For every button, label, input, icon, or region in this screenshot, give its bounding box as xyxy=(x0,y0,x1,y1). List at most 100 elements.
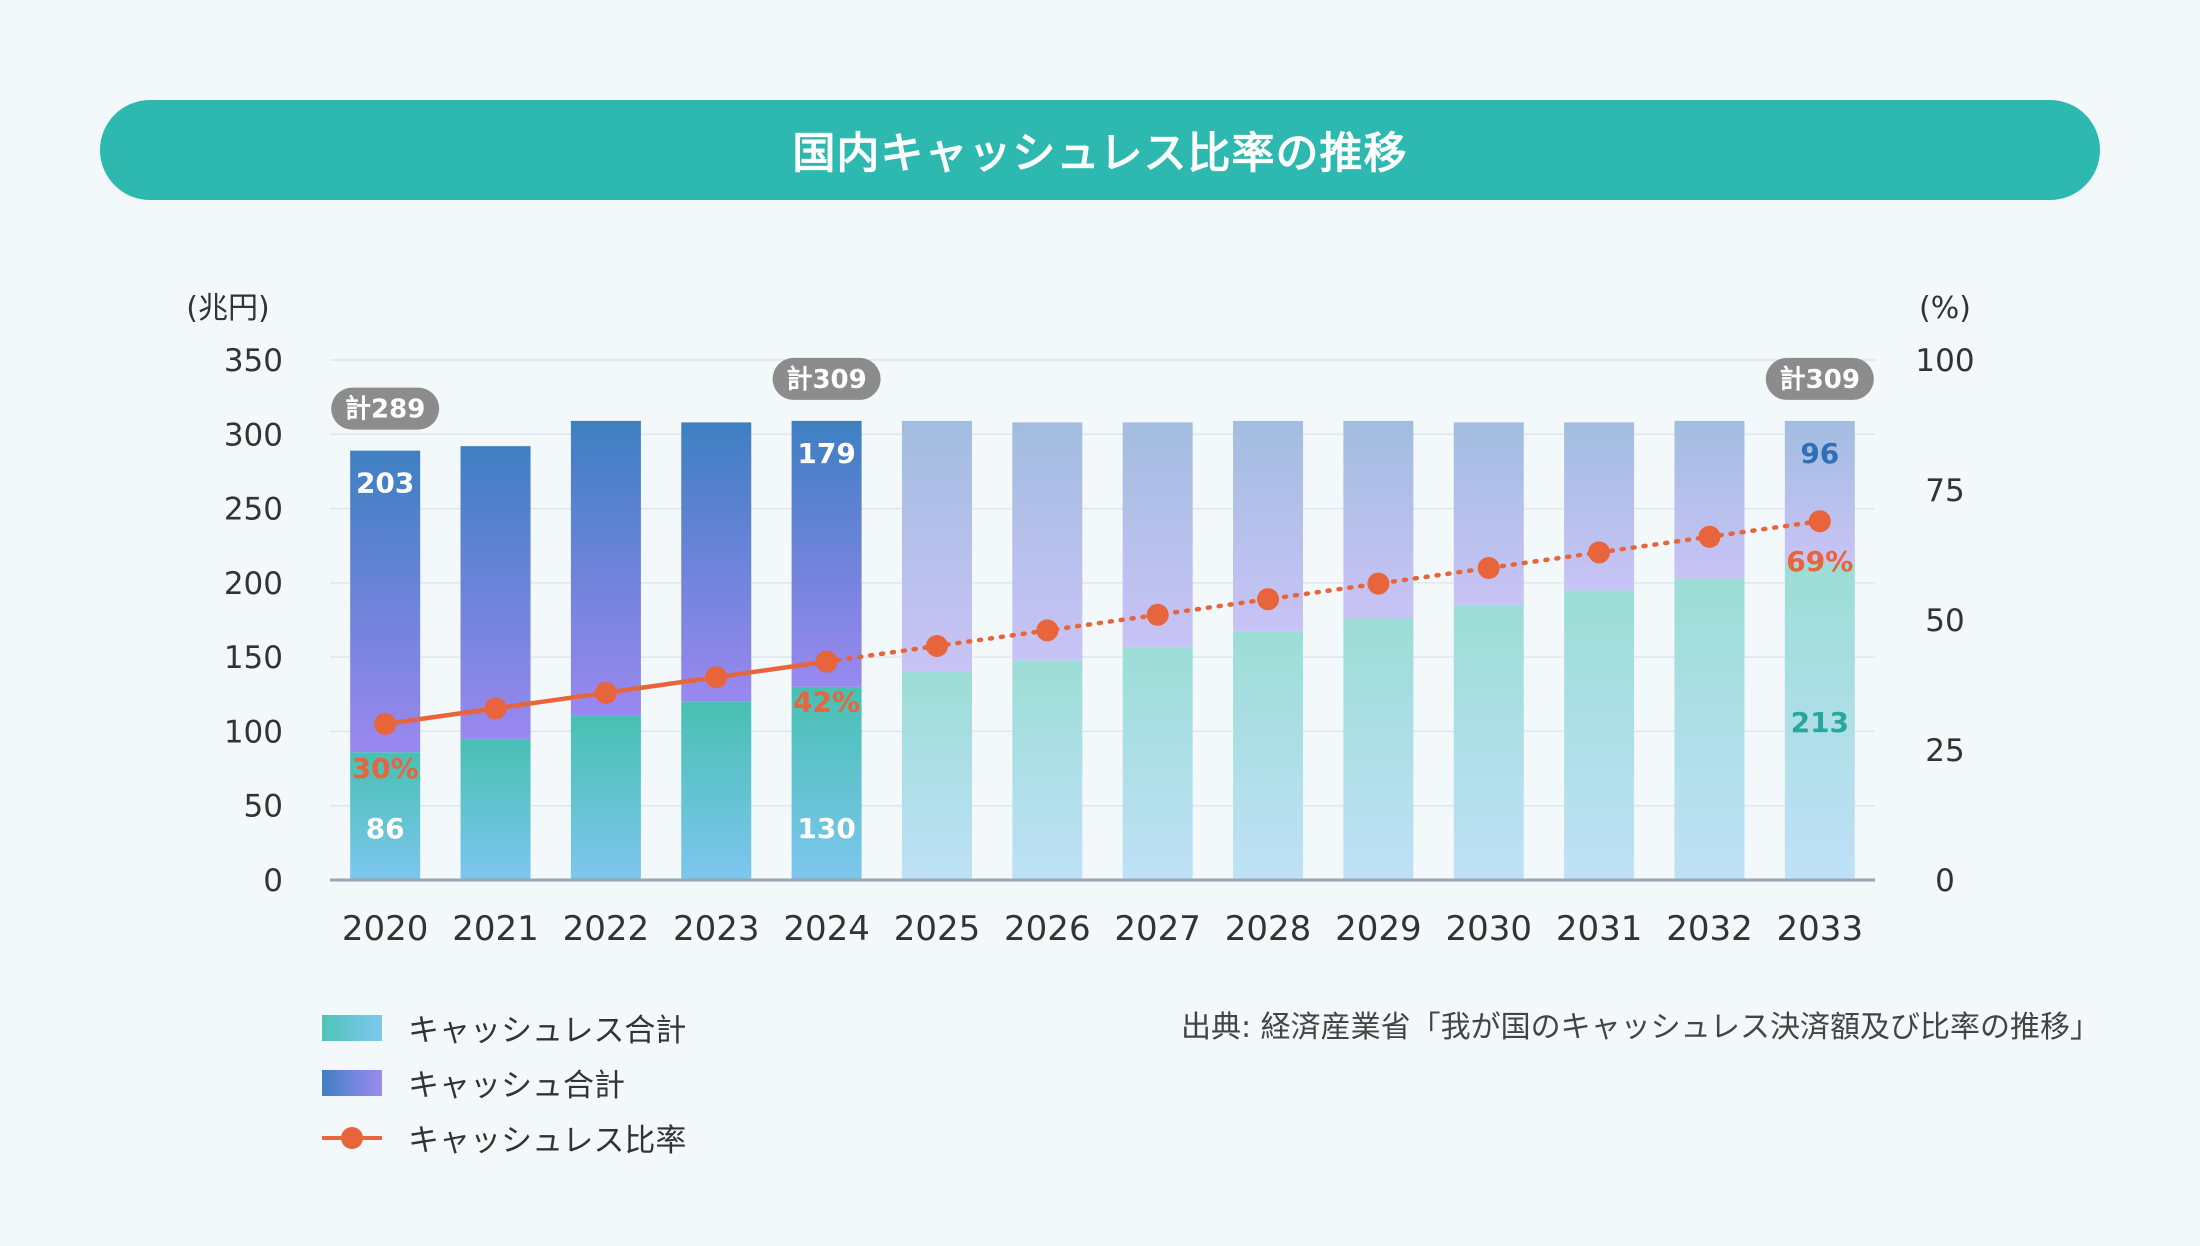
y-left-tick-label: 200 xyxy=(224,566,283,602)
bar-cash xyxy=(1564,422,1635,591)
ratio-point xyxy=(594,681,617,704)
bar-cashless xyxy=(1564,590,1635,880)
ratio-point xyxy=(484,697,507,720)
bar-cash xyxy=(1784,420,1855,564)
y-left-tick-label: 250 xyxy=(224,492,283,528)
ratio-point xyxy=(1257,588,1280,611)
bar-cashless xyxy=(1122,646,1193,880)
bar-cash xyxy=(791,420,862,687)
ratio-line-projection xyxy=(824,518,1823,664)
legend-label-cashless: キャッシュレス合計 xyxy=(408,1013,687,1049)
bar-cashless xyxy=(1453,605,1524,880)
ratio-point xyxy=(1588,541,1611,564)
y-left-tick-label: 350 xyxy=(224,343,283,379)
ratio-point xyxy=(1036,619,1059,642)
y-right-tick-label: 100 xyxy=(1915,343,1974,379)
data-label: 86 xyxy=(366,812,405,845)
y-left-tick-label: 50 xyxy=(244,789,283,825)
ratio-point xyxy=(1698,525,1721,548)
x-tick-label: 2022 xyxy=(563,909,650,949)
legend-item-cashless: キャッシュレス合計 xyxy=(322,1000,686,1055)
total-badge xyxy=(1765,357,1874,400)
ratio-point xyxy=(1808,510,1831,533)
x-tick-label: 2026 xyxy=(1004,909,1091,949)
chart-title: 国内キャッシュレス比率の推移 xyxy=(792,129,1408,179)
ratio-point xyxy=(1367,572,1390,595)
bar-cashless xyxy=(791,686,862,880)
legend-label-cash: キャッシュ合計 xyxy=(408,1068,625,1104)
x-tick-label: 2027 xyxy=(1114,909,1201,949)
total-badge xyxy=(331,387,440,430)
y-right-tick-label: 0 xyxy=(1935,863,1955,899)
data-label: 96 xyxy=(1800,437,1839,470)
y-left-tick-label: 0 xyxy=(263,863,283,899)
bar-cashless xyxy=(1674,578,1745,880)
bars xyxy=(350,420,1855,880)
ratio-point xyxy=(925,635,948,657)
bar-cashless xyxy=(1343,618,1414,880)
title-banner: 国内キャッシュレス比率の推移 xyxy=(100,100,2100,200)
data-label: 42% xyxy=(793,686,860,719)
legend-swatch-cash xyxy=(322,1069,382,1096)
legend: キャッシュレス合計 キャッシュ合計 キャッシュレス比率 xyxy=(322,1000,686,1165)
x-tick-label: 2033 xyxy=(1777,909,1864,949)
bar-cashless xyxy=(1012,660,1083,880)
y-right-unit: (%) xyxy=(1919,291,1971,326)
ratio-point xyxy=(1477,557,1500,579)
bar-cashless xyxy=(901,672,972,880)
x-tick-label: 2020 xyxy=(342,909,429,949)
x-tick-label: 2030 xyxy=(1445,909,1532,949)
x-tick-label: 2032 xyxy=(1666,909,1753,949)
grid xyxy=(330,359,1875,807)
data-label: 179 xyxy=(797,437,855,470)
bar-cashless xyxy=(460,738,531,880)
x-tick-label: 2025 xyxy=(894,909,981,949)
data-labels: 203 86 30% 179 130 42% 96 213 69% 計289 計309 計309 xyxy=(331,357,1874,845)
legend-swatch-ratio xyxy=(322,1125,382,1151)
x-tick-label: 2024 xyxy=(783,909,870,949)
total-badge xyxy=(772,357,881,400)
ratio-point xyxy=(705,666,728,689)
total-badge-label: 計309 xyxy=(1780,364,1860,395)
y-left-tick-label: 300 xyxy=(224,417,283,453)
data-label: 30% xyxy=(352,752,419,785)
legend-label-ratio: キャッシュレス比率 xyxy=(408,1123,687,1159)
x-tick-label: 2021 xyxy=(452,909,539,949)
y-right-tick-label: 75 xyxy=(1925,473,1964,509)
y-left-tick-label: 100 xyxy=(224,714,283,750)
data-label: 69% xyxy=(1786,545,1853,578)
source-note: 出典: 経済産業省「我が国のキャッシュレス決済額及び比率の推移」 xyxy=(1180,1010,2100,1045)
data-label: 130 xyxy=(797,812,855,845)
x-tick-label: 2031 xyxy=(1556,909,1643,949)
x-tick-label: 2028 xyxy=(1225,909,1312,949)
y-left-unit: (兆円) xyxy=(186,291,269,326)
ratio-line-group xyxy=(374,510,1831,735)
bar-cash xyxy=(681,422,752,702)
bar-cashless xyxy=(350,752,421,880)
ratio-point xyxy=(1146,603,1169,626)
bar-cash xyxy=(460,446,531,739)
total-badge-label: 計309 xyxy=(786,364,866,395)
y-left-tick-label: 150 xyxy=(224,640,283,676)
legend-item-cash: キャッシュ合計 xyxy=(322,1055,686,1110)
bar-cash xyxy=(1674,420,1745,579)
bar-cash xyxy=(570,420,641,716)
bar-cash xyxy=(901,420,972,672)
x-tick-label: 2029 xyxy=(1335,909,1422,949)
bar-cashless xyxy=(570,715,641,880)
data-label: 213 xyxy=(1791,706,1849,739)
bar-cashless xyxy=(1233,631,1304,880)
x-tick-label: 2023 xyxy=(673,909,760,949)
data-label: 203 xyxy=(356,467,414,500)
y-right-tick-label: 25 xyxy=(1925,733,1964,769)
axes: 0 50 100 150 200 250 300 350 0 25 50 75 100 (兆円) (%) 20… xyxy=(186,291,1974,949)
ratio-point xyxy=(374,713,397,735)
total-badge-label: 計289 xyxy=(345,394,425,425)
bar-cashless xyxy=(681,701,752,880)
ratio-point xyxy=(815,650,838,673)
y-right-tick-label: 50 xyxy=(1925,603,1964,639)
legend-item-ratio: キャッシュレス比率 xyxy=(322,1110,686,1165)
legend-swatch-cashless xyxy=(322,1014,382,1041)
bar-cash xyxy=(350,450,421,753)
